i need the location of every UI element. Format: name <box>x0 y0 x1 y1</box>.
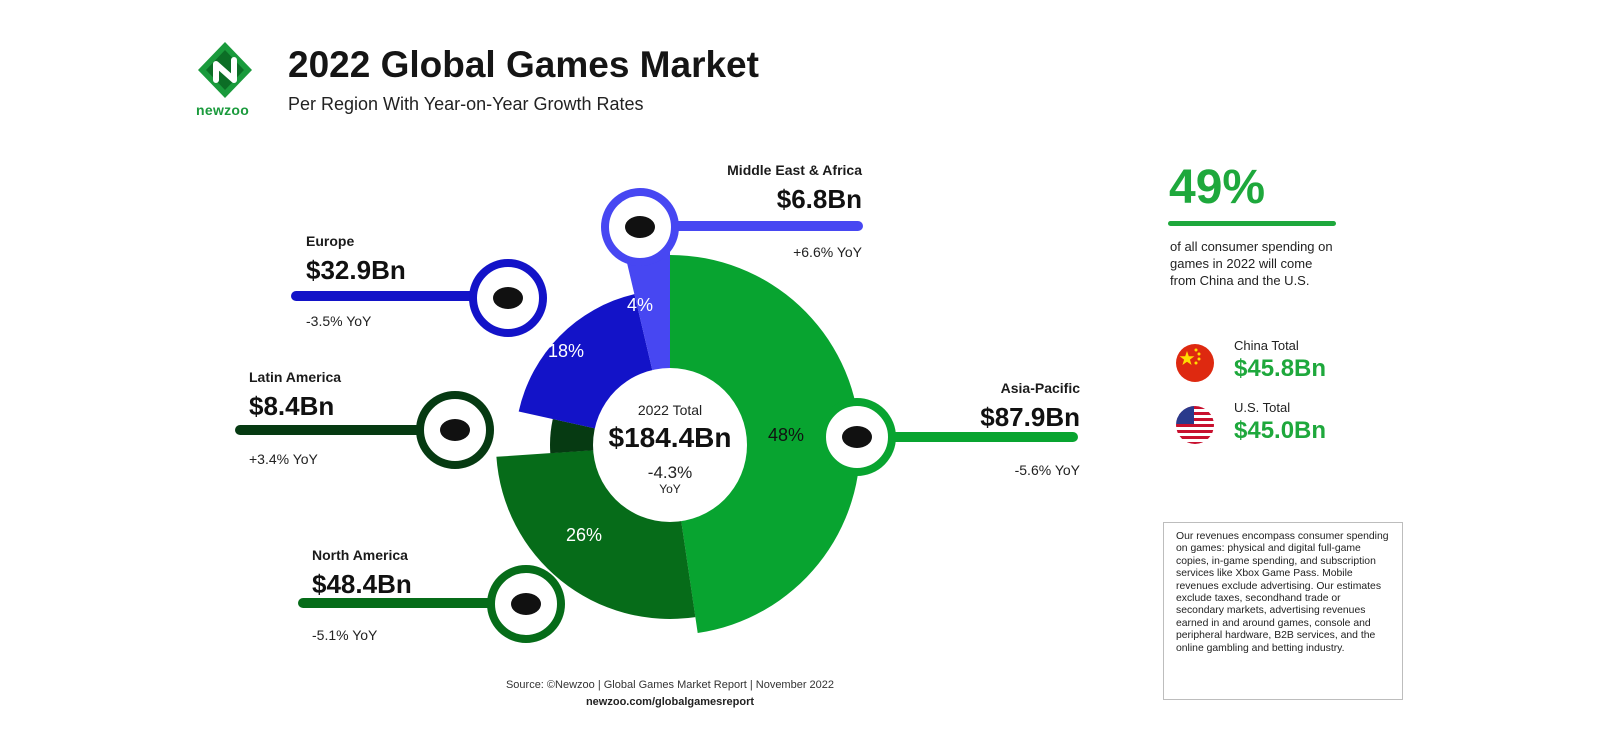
region-yoy-europe: -3.5% YoY <box>306 313 372 329</box>
methodology-note: Our revenues encompass consumer spending… <box>1163 522 1403 700</box>
us-total-label: U.S. Total <box>1234 400 1291 415</box>
region-value-latin-america: $8.4Bn <box>249 391 335 421</box>
middle-east-africa-map-icon <box>625 216 655 238</box>
center-total-value: $184.4Bn <box>608 422 732 453</box>
region-name-asia-pacific: Asia-Pacific <box>1000 380 1080 396</box>
region-value-north-america: $48.4Bn <box>312 569 412 599</box>
logo-text: newzoo <box>196 102 250 118</box>
share-label-middle-east-africa: 4% <box>627 295 653 315</box>
china-flag-icon <box>1176 344 1214 382</box>
region-value-middle-east-africa: $6.8Bn <box>776 184 862 214</box>
page-title: 2022 Global Games Market <box>288 44 759 85</box>
us-flag-icon <box>1176 406 1214 444</box>
center-total-yoy-unit: YoY <box>659 482 681 496</box>
share-label-asia-pacific: 48% <box>768 425 804 445</box>
region-name-europe: Europe <box>306 233 355 249</box>
newzoo-logo-icon <box>198 42 252 98</box>
highlight-text: of all consumer spending on games in 202… <box>1170 239 1333 288</box>
highlight-underline <box>1168 221 1336 226</box>
china-total-label: China Total <box>1234 338 1299 353</box>
region-value-europe: $32.9Bn <box>306 255 406 285</box>
center-hole <box>593 368 747 522</box>
center-total-yoy: -4.3% <box>647 463 693 482</box>
region-yoy-north-america: -5.1% YoY <box>312 627 378 643</box>
region-value-asia-pacific: $87.9Bn <box>980 402 1080 432</box>
share-label-latin-america: 5% <box>517 422 543 442</box>
north-america-map-icon <box>511 593 541 615</box>
center-total-label: 2022 Total <box>637 402 703 418</box>
asia-pacific-map-icon <box>842 426 872 448</box>
source-url[interactable]: newzoo.com/globalgamesreport <box>585 696 755 708</box>
source-text: Source: ©Newzoo | Global Games Market Re… <box>505 679 835 691</box>
china-total-value: $45.8Bn <box>1234 355 1327 382</box>
europe-map-icon <box>493 287 523 309</box>
region-yoy-middle-east-africa: +6.6% YoY <box>793 244 862 260</box>
latin-america-map-icon <box>440 419 470 441</box>
page-subtitle: Per Region With Year-on-Year Growth Rate… <box>288 94 644 114</box>
region-name-north-america: North America <box>312 547 408 563</box>
share-label-north-america: 26% <box>566 525 602 545</box>
highlight-percentage: 49% <box>1169 161 1266 214</box>
region-yoy-latin-america: +3.4% YoY <box>249 451 318 467</box>
us-total-value: $45.0Bn <box>1234 417 1327 444</box>
region-name-middle-east-africa: Middle East & Africa <box>727 162 862 178</box>
pie-slice-asia-pacific <box>670 254 861 634</box>
region-name-latin-america: Latin America <box>249 369 342 385</box>
region-yoy-asia-pacific: -5.6% YoY <box>1014 462 1080 478</box>
share-label-europe: 18% <box>548 341 584 361</box>
